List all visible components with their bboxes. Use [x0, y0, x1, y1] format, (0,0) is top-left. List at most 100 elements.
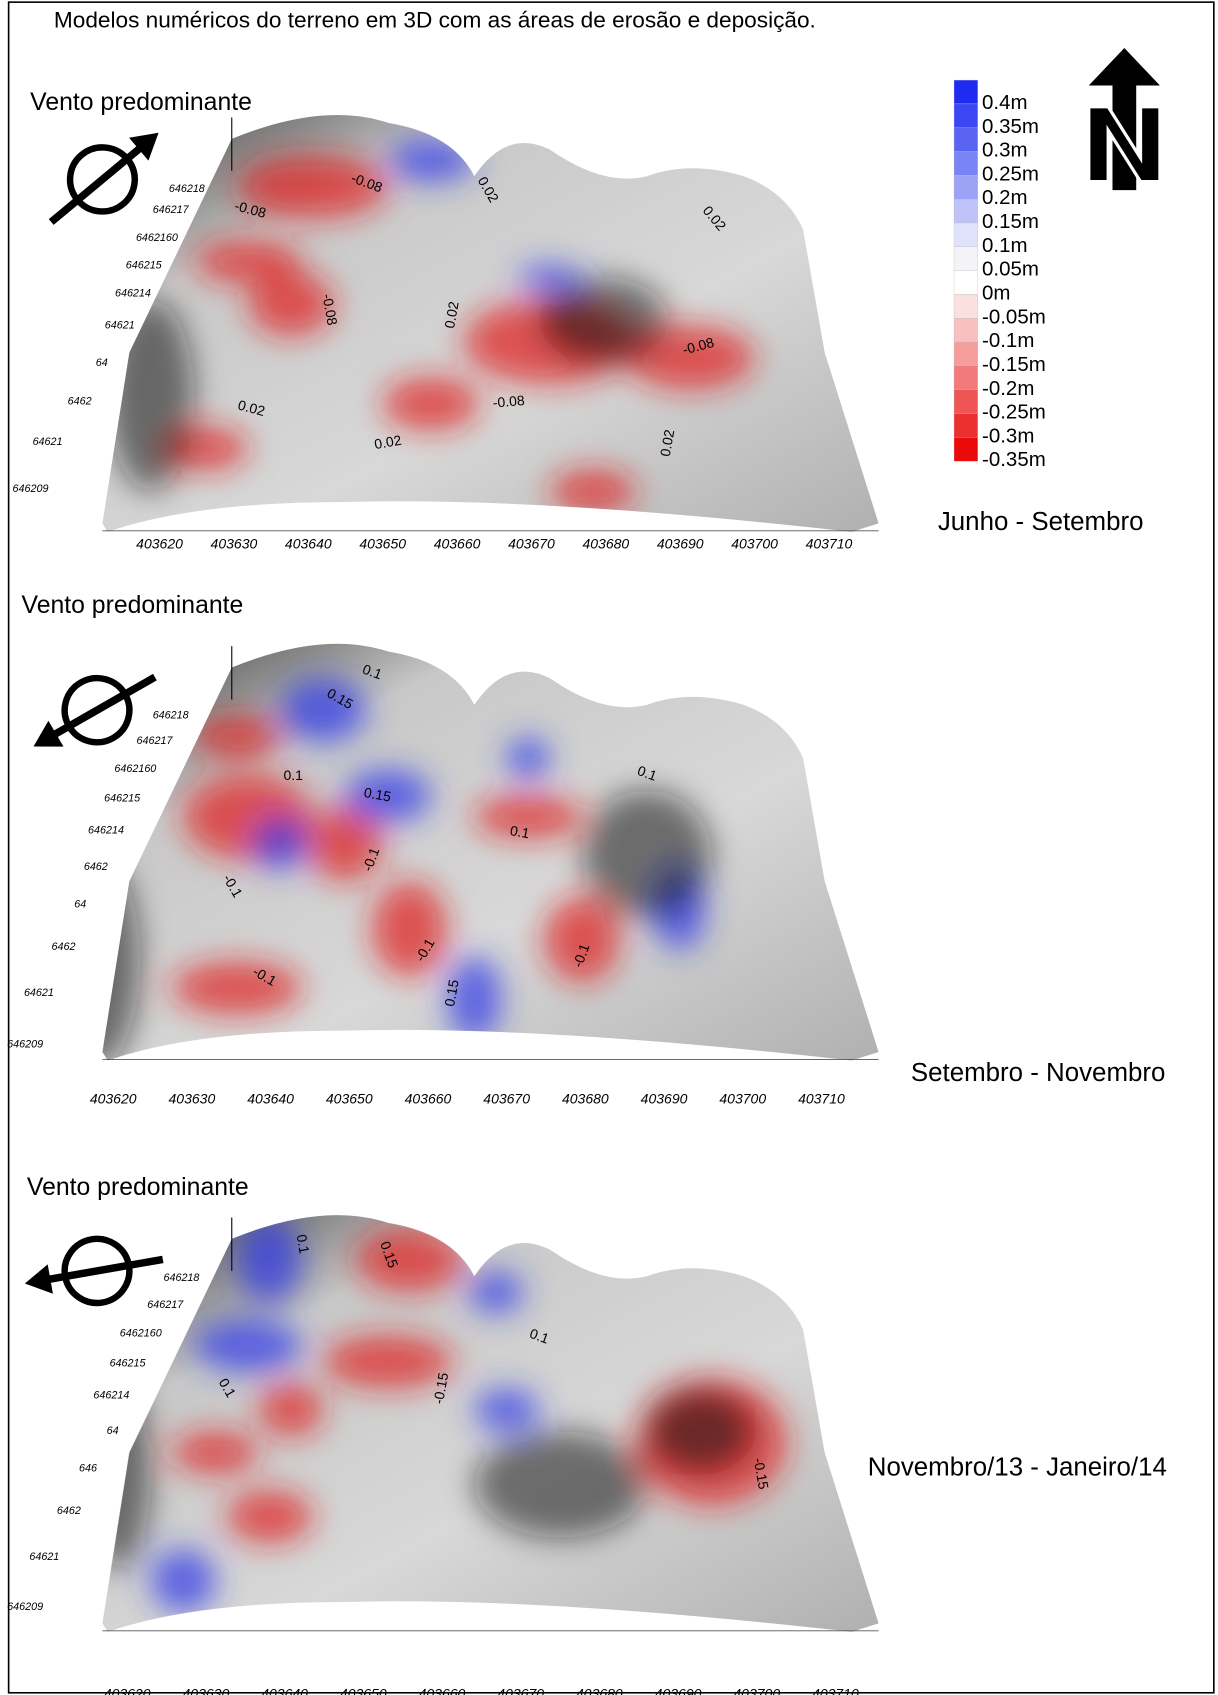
- anomaly-area: [172, 1431, 258, 1474]
- x-tick-label: 403700: [719, 1091, 766, 1107]
- anomaly-area: [194, 240, 302, 283]
- x-tick-label: 403670: [483, 1091, 530, 1107]
- legend-label: 0.15m: [982, 211, 1039, 233]
- contour-label: 0.1: [283, 767, 303, 783]
- wind-head: [22, 1264, 53, 1298]
- y-tick-label: 646215: [104, 793, 140, 805]
- x-tick-label: 403620: [136, 535, 183, 551]
- legend-label: -0.35m: [982, 449, 1046, 471]
- y-tick-label: 646209: [7, 1601, 43, 1613]
- x-tick-label: 403660: [434, 535, 481, 551]
- y-tick-label: 6462: [57, 1505, 81, 1517]
- y-tick-label: 646215: [126, 260, 162, 272]
- period-label: Novembro/13 - Janeiro/14: [868, 1453, 1167, 1481]
- legend-label: 0.2m: [982, 187, 1028, 209]
- anomaly-area: [259, 1383, 324, 1436]
- legend-label: -0.25m: [982, 402, 1046, 424]
- y-tick-label: 6462160: [136, 232, 178, 244]
- x-tick-label: 403630: [183, 1686, 230, 1695]
- legend-label: 0.1m: [982, 235, 1028, 257]
- x-tick-label: 403630: [211, 535, 258, 551]
- x-tick-label: 403660: [419, 1686, 466, 1695]
- anomaly-area: [194, 716, 280, 759]
- y-tick-label: 64621: [24, 987, 54, 999]
- x-tick-label: 403640: [261, 1686, 308, 1695]
- y-tick-label: 646218: [153, 709, 189, 721]
- legend-swatch: [954, 104, 978, 128]
- legend-label: 0.4m: [982, 92, 1028, 114]
- y-tick-label: 646217: [137, 735, 174, 747]
- wind-label: Vento predominante: [27, 1174, 249, 1201]
- x-tick-label: 403680: [576, 1686, 623, 1695]
- period-label: Setembro - Novembro: [911, 1059, 1165, 1087]
- anomaly-area: [544, 897, 619, 982]
- legend-label: 0.05m: [982, 259, 1039, 281]
- y-tick-label: 646214: [93, 1390, 129, 1402]
- anomaly-area: [356, 1228, 464, 1292]
- contour-label: 0.1: [509, 822, 531, 841]
- legend-label: 0.25m: [982, 163, 1039, 185]
- anomaly-area: [388, 139, 474, 182]
- legend-label: -0.3m: [982, 425, 1034, 447]
- x-tick-label: 403660: [405, 1091, 452, 1107]
- anomaly-area: [474, 1388, 539, 1431]
- y-tick-label: 64: [96, 357, 108, 369]
- y-tick-label: 646209: [13, 483, 49, 495]
- figure-title: Modelos numéricos do terreno em 3D com a…: [54, 7, 816, 32]
- x-tick-label: 403650: [359, 535, 406, 551]
- period-label: Junho - Setembro: [938, 508, 1144, 536]
- y-tick-label: 6462: [68, 395, 92, 407]
- y-tick-label: 646217: [153, 204, 190, 216]
- wind-label: Vento predominante: [30, 89, 252, 116]
- legend-label: -0.15m: [982, 354, 1046, 376]
- terrain-panel: [54, 644, 879, 1068]
- terrain-panel: [86, 1215, 878, 1632]
- x-tick-label: 403670: [508, 535, 555, 551]
- x-tick-label: 403710: [798, 1091, 845, 1107]
- anomaly-area: [539, 278, 668, 363]
- legend-swatch: [954, 199, 978, 223]
- x-tick-label: 403700: [731, 535, 778, 551]
- wind-direction-icon: [30, 108, 179, 246]
- anomaly-area: [647, 1388, 755, 1473]
- x-tick-label: 403650: [326, 1091, 373, 1107]
- legend-swatch: [954, 318, 978, 342]
- figure: Modelos numéricos do terreno em 3D com a…: [0, 0, 1218, 1695]
- y-tick-label: 646217: [147, 1299, 184, 1311]
- anomaly-area: [469, 1271, 523, 1314]
- anomaly-area: [237, 1218, 302, 1303]
- legend-label: -0.2m: [982, 378, 1034, 400]
- legend-swatch: [954, 437, 978, 461]
- x-tick-label: 403640: [247, 1091, 294, 1107]
- legend-label: -0.1m: [982, 330, 1034, 352]
- legend-swatch: [954, 152, 978, 176]
- anomaly-area: [372, 881, 447, 977]
- legend-swatch: [954, 342, 978, 366]
- y-tick-label: 64621: [105, 320, 135, 332]
- x-tick-label: 403640: [285, 535, 332, 551]
- anomaly-area: [507, 737, 550, 780]
- legend-swatch: [954, 390, 978, 414]
- x-tick-label: 403620: [90, 1091, 137, 1107]
- y-tick-label: 646209: [7, 1038, 43, 1050]
- x-tick-label: 403690: [655, 1686, 702, 1695]
- legend-label: 0.3m: [982, 140, 1028, 162]
- legend-swatch: [954, 271, 978, 295]
- wind-head: [26, 721, 63, 760]
- x-tick-label: 403710: [806, 535, 853, 551]
- legend-swatch: [954, 80, 978, 104]
- y-tick-label: 6462160: [114, 763, 156, 775]
- y-tick-label: 646215: [110, 1358, 146, 1370]
- contour-label: -0.08: [492, 392, 525, 411]
- legend-swatch: [954, 414, 978, 438]
- y-tick-label: 64621: [29, 1551, 59, 1563]
- legend-swatch: [954, 366, 978, 390]
- legend-swatch: [954, 223, 978, 247]
- y-tick-label: 646: [79, 1462, 97, 1474]
- anomaly-area: [172, 961, 301, 1014]
- x-tick-label: 403690: [657, 535, 704, 551]
- y-tick-label: 6462160: [120, 1328, 162, 1340]
- legend-swatch: [954, 294, 978, 318]
- legend-swatch: [954, 175, 978, 199]
- anomaly-area: [474, 1431, 646, 1538]
